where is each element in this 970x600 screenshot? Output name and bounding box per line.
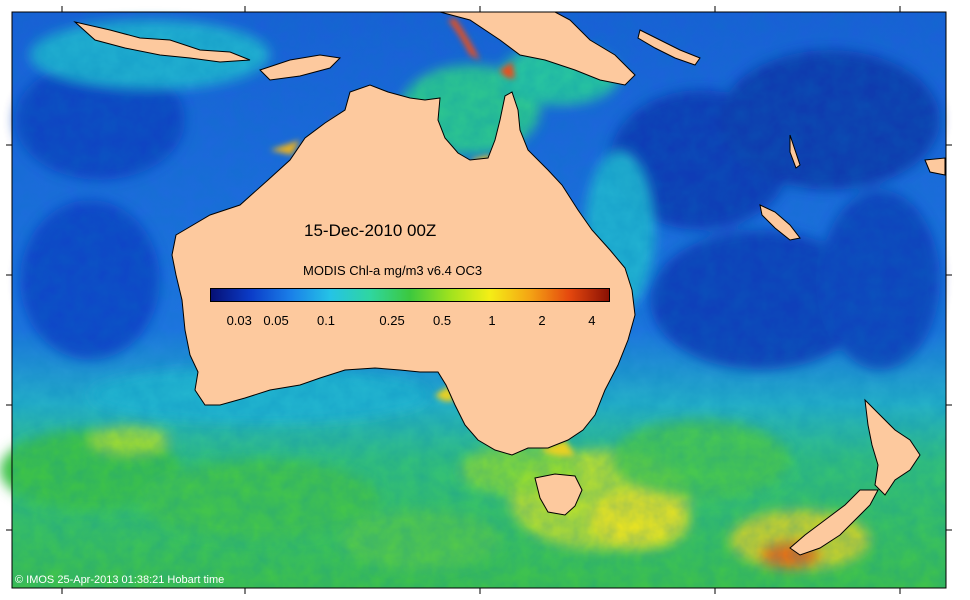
timor [259, 54, 342, 81]
australia [171, 84, 636, 456]
colorbar-tick-label: 0.03 [226, 313, 252, 328]
colorbar-tick-label: 4 [588, 313, 596, 328]
map-title: 15-Dec-2010 00Z [304, 221, 437, 240]
land [73, 11, 946, 556]
colorbar-tick-label: 0.25 [379, 313, 405, 328]
new-guinea [439, 11, 636, 86]
png-islands [637, 29, 701, 66]
fiji [924, 157, 946, 176]
colorbar-tick-label: 2 [538, 313, 546, 328]
colorbar-tick-label: 0.5 [432, 313, 452, 328]
colorbar [210, 288, 610, 302]
vanuatu [789, 134, 801, 169]
colorbar-tick-label: 0.1 [316, 313, 336, 328]
lesser-sunda [73, 21, 251, 63]
colorbar-title: MODIS Chl-a mg/m3 v6.4 OC3 [303, 263, 483, 278]
graticule-ticks [6, 6, 952, 594]
credit-text: © IMOS 25-Apr-2013 01:38:21 Hobart time [15, 574, 225, 586]
new-caledonia [759, 204, 801, 241]
colorbar-tick-label: 0.05 [263, 313, 289, 328]
new-zealand-north [864, 398, 921, 496]
tasmania [534, 473, 583, 516]
map-frame [11, 11, 947, 589]
new-zealand-south [789, 489, 879, 556]
colorbar-tick-label: 1 [488, 313, 496, 328]
